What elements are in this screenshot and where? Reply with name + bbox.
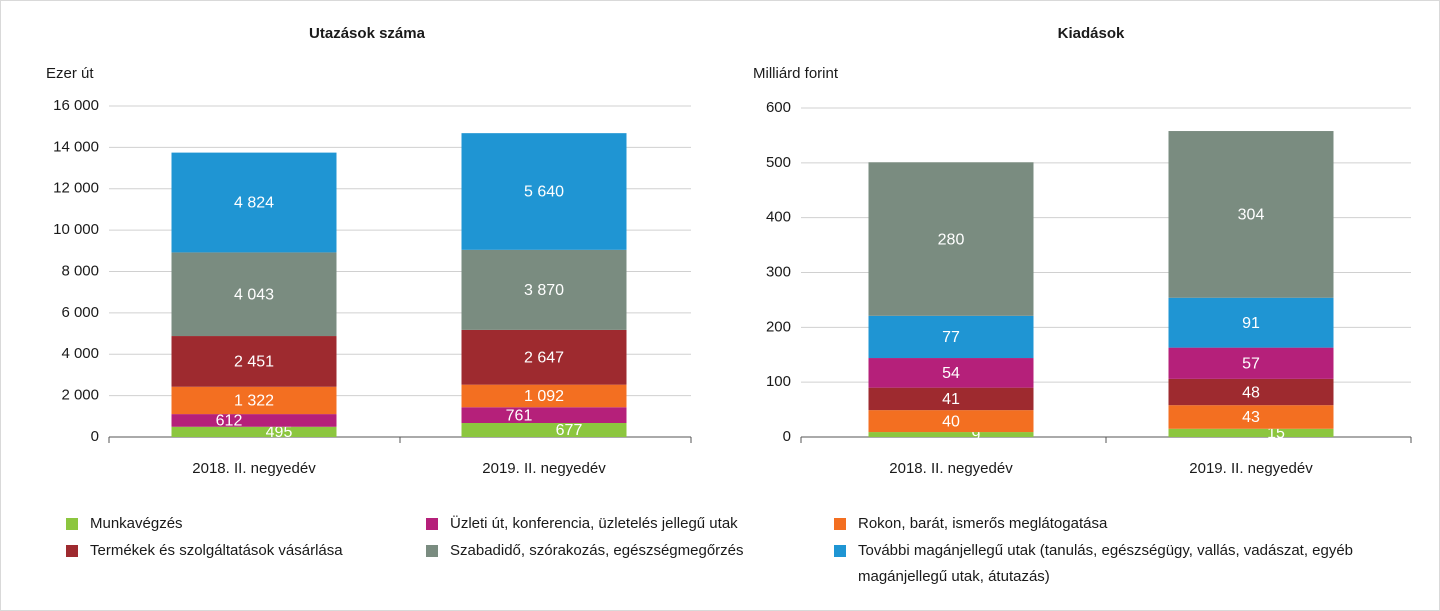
y-tick-label: 0 xyxy=(783,428,791,445)
chart-title: Utazások száma xyxy=(309,25,426,42)
data-label: 43 xyxy=(1242,409,1260,426)
x-tick-label: 2018. II. negyedév xyxy=(889,460,1013,477)
data-label: 15 xyxy=(1267,425,1285,442)
y-tick-label: 14 000 xyxy=(53,138,99,155)
y-tick-label: 8 000 xyxy=(61,262,99,279)
bar-segment xyxy=(868,315,1034,359)
bar-segment xyxy=(1168,297,1334,348)
bar-segment xyxy=(171,152,337,253)
y-tick-label: 100 xyxy=(766,373,791,390)
y-tick-label: 10 000 xyxy=(53,221,99,238)
bar-segment xyxy=(868,410,1034,433)
bar-segment xyxy=(868,162,1034,316)
data-label: 3 870 xyxy=(524,282,564,299)
bar-segment xyxy=(461,249,627,330)
data-label: 1 092 xyxy=(524,388,564,405)
axis-unit: Milliárd forint xyxy=(753,65,839,82)
data-label: 40 xyxy=(942,413,960,430)
data-label: 41 xyxy=(942,391,960,408)
data-label: 4 043 xyxy=(234,286,274,303)
data-label: 91 xyxy=(1242,315,1260,332)
bar-segment xyxy=(461,407,627,423)
bar-segment xyxy=(1168,378,1334,406)
bar-segment xyxy=(868,358,1034,388)
y-tick-label: 2 000 xyxy=(61,387,99,404)
y-tick-label: 12 000 xyxy=(53,180,99,197)
chart-title: Kiadások xyxy=(1058,25,1125,42)
data-label: 2 451 xyxy=(234,354,274,371)
y-tick-label: 6 000 xyxy=(61,304,99,321)
bar-segment xyxy=(1168,131,1334,298)
bar-segment xyxy=(171,386,337,415)
y-tick-label: 300 xyxy=(766,263,791,280)
x-tick-label: 2018. II. negyedév xyxy=(192,460,316,477)
bar-segment xyxy=(461,384,627,408)
y-tick-label: 4 000 xyxy=(61,345,99,362)
data-label: 5 640 xyxy=(524,184,564,201)
data-label: 677 xyxy=(556,422,583,439)
bar-segment xyxy=(868,387,1034,411)
bar-segment xyxy=(1168,347,1334,379)
data-label: 612 xyxy=(216,413,243,430)
bar-segment xyxy=(868,432,1034,437)
data-label: 9 xyxy=(972,427,981,444)
y-tick-label: 500 xyxy=(766,154,791,171)
x-tick-label: 2019. II. negyedév xyxy=(1189,460,1313,477)
y-tick-label: 0 xyxy=(91,428,99,445)
bar-segment xyxy=(171,414,337,427)
data-label: 2 647 xyxy=(524,349,564,366)
data-label: 761 xyxy=(506,407,533,424)
y-tick-label: 400 xyxy=(766,209,791,226)
bar-segment xyxy=(171,252,337,337)
bar-segment xyxy=(461,133,627,250)
bar-segment xyxy=(171,336,337,387)
bar-segment xyxy=(1168,405,1334,429)
data-label: 495 xyxy=(266,424,293,441)
data-label: 280 xyxy=(938,231,965,248)
x-tick-label: 2019. II. negyedév xyxy=(482,460,606,477)
data-label: 48 xyxy=(1242,384,1260,401)
data-label: 77 xyxy=(942,329,960,346)
bar-segment xyxy=(461,422,627,437)
data-label: 304 xyxy=(1238,207,1265,224)
y-tick-label: 16 000 xyxy=(53,97,99,114)
y-tick-label: 200 xyxy=(766,318,791,335)
y-tick-label: 600 xyxy=(766,99,791,116)
data-label: 54 xyxy=(942,365,960,382)
bar-segment xyxy=(171,426,337,437)
bar-segment xyxy=(461,329,627,385)
data-label: 1 322 xyxy=(234,393,274,410)
axis-unit: Ezer út xyxy=(46,65,94,82)
data-label: 4 824 xyxy=(234,195,274,212)
bar-segment xyxy=(1168,428,1334,437)
data-label: 57 xyxy=(1242,355,1260,372)
